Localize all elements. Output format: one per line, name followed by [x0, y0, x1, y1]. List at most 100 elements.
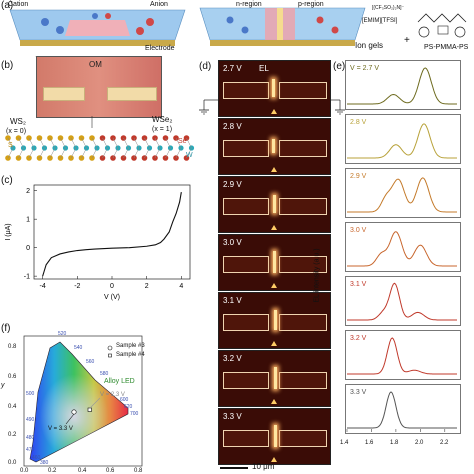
panel-a: (a) Cation Anion Electrode n-region p-re…	[0, 0, 474, 53]
cie-xtick-00: 0.0	[20, 468, 29, 474]
panel-f: (f) Sample #3 Sample #4 Allo	[0, 322, 200, 474]
scale-bar	[220, 467, 248, 469]
lattice-bond	[49, 137, 56, 149]
spectrum-curve-2	[347, 123, 457, 159]
el-voltage-6: 3.2 V	[223, 354, 242, 363]
el-image-1: 2.7 V EL	[218, 60, 331, 117]
iv-ytick-label: 1	[26, 217, 30, 224]
cie-y-label: y	[1, 382, 5, 389]
cie-ytick-04: 0.4	[8, 404, 17, 410]
el-emission	[272, 139, 275, 153]
iv-xtick-label: 0	[110, 283, 114, 290]
el-electrode-left	[223, 430, 269, 447]
om-image: OM	[36, 56, 162, 118]
el-image-5: 3.1 V	[218, 292, 331, 349]
el-marker-icon	[271, 457, 277, 462]
el-marker-icon	[271, 225, 277, 230]
wse2-label: WSe₂	[152, 115, 173, 124]
lattice-bond	[91, 147, 98, 159]
el-image-6: 3.2 V	[218, 350, 331, 407]
emim-formula: [(CF₃SO₂)₂N]⁻	[372, 5, 405, 11]
panel-b: (b) OM WS₂ (x = 0) WSe₂ (x = 1) Se S W	[0, 56, 200, 168]
spectrum-voltage-6: 3.2 V	[350, 335, 367, 342]
lattice-bond	[39, 147, 45, 159]
wl-500: 500	[26, 391, 35, 397]
wl-480: 480	[26, 435, 35, 441]
e-xtick-16: 1.6	[365, 440, 374, 446]
wl-520: 520	[58, 331, 67, 337]
iv-xtick-label: 2	[145, 283, 149, 290]
el-electrode-right	[279, 372, 327, 389]
p-region-label: p-region	[298, 1, 324, 8]
wl-540: 540	[74, 345, 83, 351]
lattice-bond	[144, 137, 150, 149]
iv-ytick-label: -1	[24, 274, 30, 281]
lattice-bond	[123, 147, 129, 159]
cie-ytick-02: 0.2	[8, 432, 17, 438]
cie-ytick-00: 0.0	[8, 460, 17, 466]
lattice-bond	[81, 147, 87, 159]
cie-xtick-04: 0.4	[78, 468, 87, 474]
se-label: Se	[178, 138, 187, 145]
lattice-bond	[18, 147, 24, 159]
e-xtick-18: 1.8	[390, 440, 399, 446]
wl-490: 490	[26, 417, 35, 423]
ws2-x-label: (x = 0)	[6, 128, 27, 135]
lattice-bond	[70, 137, 77, 149]
el-emission	[273, 195, 276, 213]
lattice-bond	[28, 147, 35, 159]
wl-600: 600	[120, 397, 129, 403]
device-schematic-left	[9, 9, 186, 46]
sample-3-point	[71, 409, 77, 415]
el-marker-icon	[271, 283, 277, 288]
iv-chart: -4 -2 0 2 4 -1 0 1 2 V (V) I (μA)	[5, 184, 191, 301]
ground-symbols	[199, 99, 345, 115]
el-voltage-7: 3.3 V	[223, 412, 242, 421]
om-zoom-lines	[34, 56, 162, 128]
spectrum-voltage-5: 3.1 V	[350, 281, 367, 288]
spectrum-curve-1	[347, 67, 457, 105]
om-electrode-right	[107, 87, 157, 101]
panel-c: (c) -4 -2 0 2 4 -1 0 1 2 V (V) I (μA)	[0, 175, 200, 305]
cie-ytick-06: 0.6	[8, 374, 17, 380]
lattice-bond	[175, 147, 182, 159]
spectrum-voltage-3: 2.9 V	[350, 173, 367, 180]
iv-ytick-label: 0	[26, 245, 30, 252]
scale-bar-label: 10 μm	[252, 462, 275, 471]
lattice-bond	[49, 147, 56, 159]
el-marker-icon	[271, 399, 277, 404]
e-xtick-20: 2.0	[415, 440, 424, 446]
el-voltage-3: 2.9 V	[223, 180, 242, 189]
s-label: S	[8, 142, 13, 149]
lattice-bond	[154, 147, 161, 159]
lattice-bond	[133, 137, 140, 149]
lattice-bond	[102, 147, 108, 159]
el-voltage-4: 3.0 V	[223, 238, 242, 247]
spectrum-voltage-7: 3.3 V	[350, 389, 367, 396]
sample-4-point	[87, 407, 92, 412]
n-region-label: n-region	[236, 1, 262, 8]
e-xtick-14: 1.4	[340, 440, 349, 446]
om-electrode-left	[43, 87, 85, 101]
lattice-bond	[165, 137, 171, 149]
spectrum-6: 3.2 V	[345, 330, 461, 380]
wl-700: 700	[130, 411, 139, 417]
e-xtick-22: 2.2	[440, 440, 449, 446]
el-marker-icon	[271, 109, 277, 114]
spectrum-voltage-4: 3.0 V	[350, 227, 367, 234]
el-electrode-right	[279, 140, 327, 157]
polymer-label: PS-PMMA-PS	[424, 44, 469, 51]
el-voltage-1: 2.7 V	[223, 64, 242, 73]
spectrum-curve-7	[347, 391, 457, 429]
lattice-structure	[5, 135, 195, 161]
el-electrode-right	[279, 198, 327, 215]
om-label: OM	[89, 60, 102, 69]
spectrum-curve-3	[347, 177, 457, 213]
el-electrode-left	[223, 256, 269, 273]
iv-curve	[42, 192, 182, 277]
spectrum-voltage-1: V = 2.7 V	[350, 65, 379, 72]
wl-580: 580	[100, 371, 109, 377]
el-emission	[272, 79, 275, 97]
cie-ytick-08: 0.8	[8, 344, 17, 350]
wl-380: 380	[40, 460, 49, 466]
